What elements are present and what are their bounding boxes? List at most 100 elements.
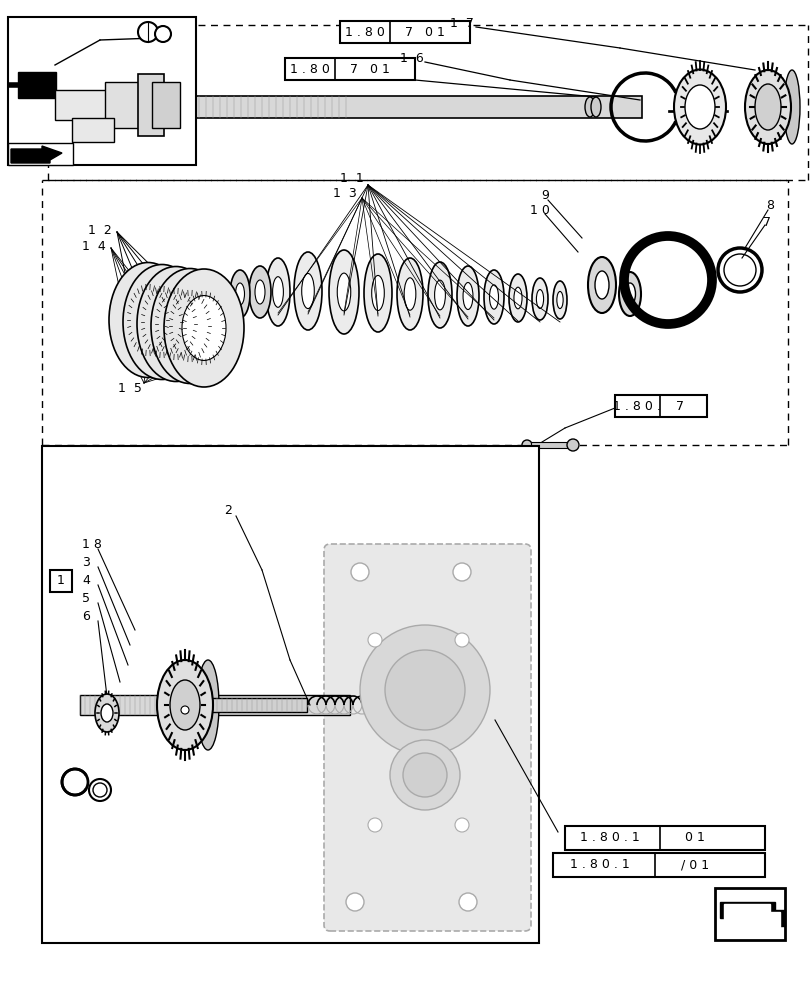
Text: 1  4: 1 4 xyxy=(82,239,105,252)
Polygon shape xyxy=(719,902,784,926)
Circle shape xyxy=(454,818,469,832)
Ellipse shape xyxy=(151,268,229,383)
Ellipse shape xyxy=(235,283,244,305)
Ellipse shape xyxy=(197,660,219,750)
Text: 8: 8 xyxy=(765,199,773,212)
Circle shape xyxy=(155,26,171,42)
Text: 5: 5 xyxy=(82,592,90,605)
Ellipse shape xyxy=(169,294,211,358)
Circle shape xyxy=(454,633,469,647)
Bar xyxy=(52,96,642,118)
Polygon shape xyxy=(723,904,779,927)
Ellipse shape xyxy=(536,290,543,308)
Circle shape xyxy=(458,893,476,911)
Ellipse shape xyxy=(255,280,264,304)
Circle shape xyxy=(359,625,489,755)
Ellipse shape xyxy=(302,273,314,309)
Ellipse shape xyxy=(249,266,271,318)
Ellipse shape xyxy=(556,291,563,309)
Ellipse shape xyxy=(531,278,547,320)
Circle shape xyxy=(345,893,363,911)
Bar xyxy=(340,21,470,43)
Text: 1 . 8 0 . 1: 1 . 8 0 . 1 xyxy=(569,858,629,871)
Ellipse shape xyxy=(673,70,725,145)
Bar xyxy=(8,17,195,165)
Circle shape xyxy=(453,563,470,581)
Bar xyxy=(52,96,127,118)
Circle shape xyxy=(384,650,465,730)
Bar xyxy=(138,74,164,136)
Ellipse shape xyxy=(294,252,322,330)
Text: 0 1: 0 1 xyxy=(684,831,704,844)
Bar xyxy=(714,888,784,940)
Bar xyxy=(18,72,56,98)
Ellipse shape xyxy=(230,270,250,318)
Text: 3: 3 xyxy=(82,556,90,570)
Ellipse shape xyxy=(95,694,119,732)
Ellipse shape xyxy=(584,97,594,117)
Circle shape xyxy=(367,633,381,647)
Bar xyxy=(614,395,706,417)
Ellipse shape xyxy=(618,272,640,316)
Bar xyxy=(80,695,350,715)
Ellipse shape xyxy=(328,250,358,334)
Text: 9: 9 xyxy=(540,189,548,202)
Text: 1  2: 1 2 xyxy=(88,224,112,237)
Text: 7: 7 xyxy=(762,216,770,229)
Ellipse shape xyxy=(587,257,616,313)
Ellipse shape xyxy=(363,254,392,332)
Ellipse shape xyxy=(508,274,526,322)
Ellipse shape xyxy=(337,273,350,311)
Circle shape xyxy=(181,706,189,714)
Ellipse shape xyxy=(434,280,445,310)
Circle shape xyxy=(138,22,158,42)
Text: 1 . 8 0 .: 1 . 8 0 . xyxy=(612,399,660,412)
Ellipse shape xyxy=(624,283,635,305)
Ellipse shape xyxy=(744,70,790,144)
Text: 1 8: 1 8 xyxy=(82,538,101,552)
Ellipse shape xyxy=(397,258,423,330)
Bar xyxy=(8,143,73,165)
Text: 1  6: 1 6 xyxy=(400,52,423,65)
Text: 1  1: 1 1 xyxy=(340,172,363,185)
Bar xyxy=(207,698,307,712)
Ellipse shape xyxy=(140,290,183,354)
Circle shape xyxy=(521,440,531,450)
Bar xyxy=(667,110,727,112)
Circle shape xyxy=(389,740,460,810)
Ellipse shape xyxy=(513,287,521,309)
Ellipse shape xyxy=(590,97,600,117)
Ellipse shape xyxy=(169,680,200,730)
Ellipse shape xyxy=(154,292,197,356)
Text: 1 0: 1 0 xyxy=(530,204,549,217)
Text: 6: 6 xyxy=(82,610,90,624)
Ellipse shape xyxy=(164,269,243,387)
Bar xyxy=(72,118,114,142)
Bar xyxy=(55,90,139,120)
Text: 1  3: 1 3 xyxy=(333,187,357,200)
Circle shape xyxy=(367,818,381,832)
Ellipse shape xyxy=(483,270,504,324)
Text: 1 . 8 0: 1 . 8 0 xyxy=(345,26,384,39)
Ellipse shape xyxy=(783,70,799,144)
Ellipse shape xyxy=(457,266,478,326)
Text: 1  7: 1 7 xyxy=(449,17,474,30)
Bar xyxy=(105,82,152,128)
Ellipse shape xyxy=(594,271,608,299)
Ellipse shape xyxy=(754,84,780,130)
Circle shape xyxy=(402,753,446,797)
Bar xyxy=(564,826,764,850)
Text: 2: 2 xyxy=(224,504,232,516)
FancyBboxPatch shape xyxy=(324,544,530,931)
Ellipse shape xyxy=(266,258,290,326)
Text: 1 . 8 0 . 1: 1 . 8 0 . 1 xyxy=(579,831,639,844)
Text: / 0 1: / 0 1 xyxy=(680,858,708,871)
Ellipse shape xyxy=(101,704,113,722)
Ellipse shape xyxy=(404,278,415,310)
Text: 7   0 1: 7 0 1 xyxy=(350,63,389,76)
Circle shape xyxy=(350,563,368,581)
Text: 4: 4 xyxy=(82,574,90,587)
Bar xyxy=(50,570,72,592)
Ellipse shape xyxy=(489,285,498,309)
Ellipse shape xyxy=(122,264,201,379)
